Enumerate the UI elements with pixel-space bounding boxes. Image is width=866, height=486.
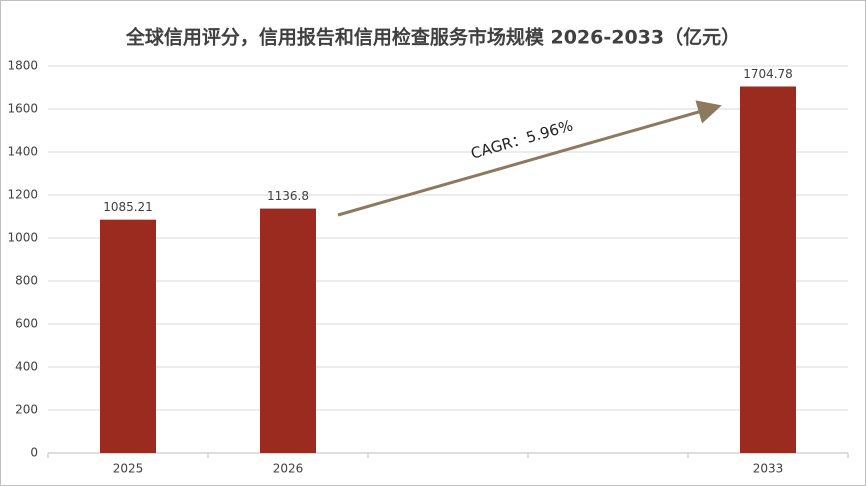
y-tick-label: 800	[15, 274, 38, 288]
y-tick-label: 400	[15, 360, 38, 374]
y-tick-label: 1400	[7, 145, 38, 159]
x-tick-label: 2033	[753, 462, 784, 476]
chart-title: 全球信用评分，信用报告和信用检查服务市场规模 2026-2033（亿元）	[125, 26, 740, 49]
y-tick-label: 1800	[7, 59, 38, 73]
value-label: 1085.21	[103, 200, 153, 214]
value-label: 1704.78	[743, 67, 793, 81]
x-tick-label: 2025	[113, 462, 144, 476]
y-tick-label: 600	[15, 317, 38, 331]
bar	[260, 208, 316, 453]
y-tick-label: 1200	[7, 188, 38, 202]
cagr-arrow	[337, 100, 722, 217]
y-tick-label: 0	[30, 446, 38, 460]
bar	[100, 219, 156, 453]
bar	[740, 86, 796, 454]
x-tick-label: 2026	[273, 462, 304, 476]
y-tick-label: 1600	[7, 102, 38, 116]
value-label: 1136.8	[267, 189, 309, 203]
y-tick-label: 1000	[7, 231, 38, 245]
y-tick-label: 200	[15, 403, 38, 417]
